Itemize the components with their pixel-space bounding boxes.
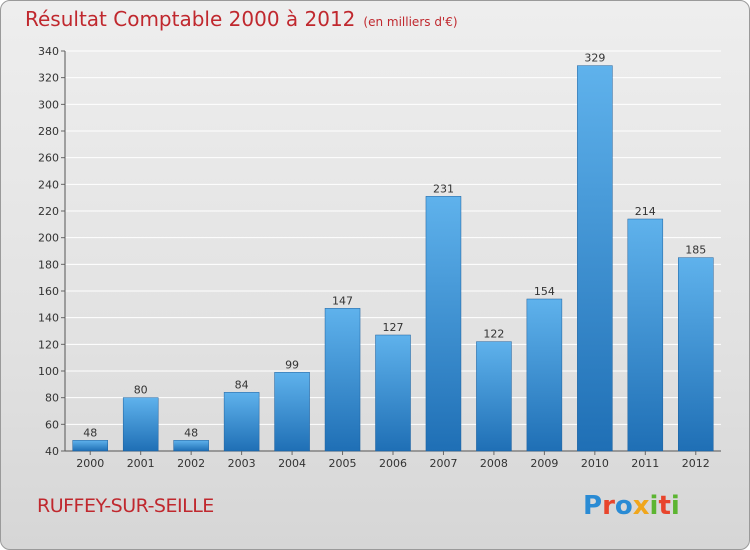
data-label-2002: 48 bbox=[184, 426, 198, 439]
logo-letter: x bbox=[632, 491, 650, 521]
x-tick-label-2001: 2001 bbox=[127, 457, 155, 470]
y-tick-label: 100 bbox=[38, 365, 59, 378]
y-tick-label: 280 bbox=[38, 125, 59, 138]
bar-2000 bbox=[72, 440, 108, 452]
data-label-2009: 154 bbox=[534, 285, 555, 298]
data-label-2012: 185 bbox=[685, 244, 706, 257]
data-label-2010: 329 bbox=[584, 52, 605, 65]
x-tick-label-2006: 2006 bbox=[379, 457, 407, 470]
y-tick-label: 60 bbox=[45, 418, 59, 431]
x-tick-label-2007: 2007 bbox=[429, 457, 457, 470]
bar-2011 bbox=[627, 218, 664, 452]
logo-letter: i bbox=[670, 491, 680, 521]
logo-letter: t bbox=[658, 491, 671, 521]
title-text: Résultat Comptable 2000 à 2012 bbox=[25, 7, 356, 31]
x-tick-label-2003: 2003 bbox=[228, 457, 256, 470]
bar-2003 bbox=[223, 392, 260, 452]
bar-2004 bbox=[274, 372, 310, 452]
y-tick-label: 80 bbox=[45, 392, 59, 405]
chart-title: Résultat Comptable 2000 à 2012 (en millie… bbox=[25, 7, 458, 31]
commune-name: RUFFEY-SUR-SEILLE bbox=[37, 495, 214, 517]
data-label-2000: 48 bbox=[83, 426, 97, 439]
x-tick-label-2002: 2002 bbox=[177, 457, 205, 470]
bar-2009 bbox=[526, 298, 563, 452]
y-tick-label: 240 bbox=[38, 178, 59, 191]
bar-2006 bbox=[375, 334, 411, 452]
y-tick-label: 300 bbox=[38, 98, 59, 111]
x-tick-label-2005: 2005 bbox=[329, 457, 357, 470]
unit-label: (en milliers d'€) bbox=[363, 15, 458, 29]
y-tick-label: 320 bbox=[38, 72, 59, 85]
x-tick-label-2010: 2010 bbox=[581, 457, 609, 470]
y-tick-label: 200 bbox=[38, 232, 59, 245]
logo-letter: i bbox=[649, 491, 659, 521]
logo-letter: r bbox=[602, 491, 615, 521]
y-tick-label: 40 bbox=[45, 445, 59, 458]
y-tick-label: 120 bbox=[38, 338, 59, 351]
x-tick-label-2004: 2004 bbox=[278, 457, 306, 470]
y-tick-label: 260 bbox=[38, 152, 59, 165]
x-tick-label-2009: 2009 bbox=[530, 457, 558, 470]
logo-letter: o bbox=[614, 491, 633, 521]
proxiti-logo: Proxiti bbox=[583, 491, 680, 521]
x-tick-label-2012: 2012 bbox=[682, 457, 710, 470]
data-label-2006: 127 bbox=[383, 321, 404, 334]
bar-2012 bbox=[678, 257, 714, 452]
data-label-2003: 84 bbox=[235, 378, 249, 391]
data-label-2004: 99 bbox=[285, 358, 299, 371]
y-tick-label: 340 bbox=[38, 45, 59, 58]
y-tick-label: 140 bbox=[38, 312, 59, 325]
x-tick-label-2000: 2000 bbox=[76, 457, 104, 470]
y-tick-label: 220 bbox=[38, 205, 59, 218]
data-label-2011: 214 bbox=[635, 205, 656, 218]
bar-2010 bbox=[577, 65, 613, 452]
x-tick-label-2008: 2008 bbox=[480, 457, 508, 470]
logo-letter: P bbox=[583, 491, 603, 521]
bar-2008 bbox=[476, 341, 512, 452]
data-label-2005: 147 bbox=[332, 294, 353, 307]
bar-2001 bbox=[122, 397, 159, 452]
bar-2002 bbox=[173, 440, 209, 452]
y-tick-label: 180 bbox=[38, 258, 59, 271]
data-label-2001: 80 bbox=[134, 384, 148, 397]
bar-2005 bbox=[324, 308, 361, 452]
data-label-2007: 231 bbox=[433, 182, 454, 195]
y-tick-label: 160 bbox=[38, 285, 59, 298]
x-tick-label-2011: 2011 bbox=[631, 457, 659, 470]
data-label-2008: 122 bbox=[483, 328, 504, 341]
bar-2007 bbox=[425, 196, 462, 452]
